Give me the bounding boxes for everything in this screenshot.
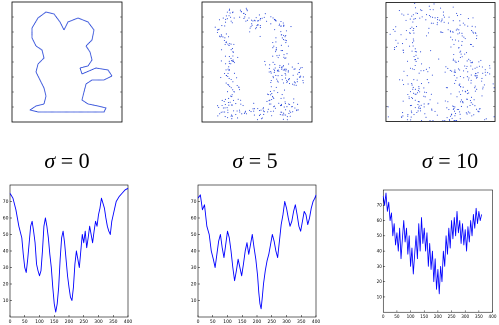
signature-chart-sigma0: 0 50 100 150 200 250 300 350 400 10 20 30 40 50 60 70	[3, 184, 133, 325]
x-tick-label: 350	[297, 319, 306, 325]
contour-frame	[201, 1, 313, 123]
x-tick-label: 200	[253, 319, 262, 325]
contour-plot-sigma5	[201, 1, 313, 123]
x-tick-label: 200	[65, 319, 74, 325]
sigma-label-5: σ = 5	[232, 148, 278, 173]
x-tick-label: 100	[35, 319, 44, 325]
y-tick-label: 70	[377, 203, 383, 208]
x-tick-label: 250	[79, 319, 88, 325]
contour-plot-sigma0	[11, 1, 123, 123]
y-tick-label: 40	[3, 249, 9, 255]
plot-frame	[197, 184, 317, 318]
x-tick-label: 300	[282, 319, 291, 325]
x-tick-label: 100	[407, 314, 415, 319]
y-tick-label: 60	[3, 216, 9, 222]
y-tick-label: 70	[191, 199, 197, 205]
y-tick-label: 40	[377, 249, 383, 254]
x-tick-label: 150	[238, 319, 247, 325]
contour-plot-sigma10	[385, 2, 496, 122]
x-tick-label: 0	[382, 314, 385, 319]
y-tick-label: 10	[191, 298, 197, 304]
y-tick-label: 50	[3, 232, 9, 238]
x-tick-label: 300	[94, 319, 103, 325]
x-tick-label: 250	[267, 319, 276, 325]
y-tick-label: 40	[191, 249, 197, 255]
x-tick-label: 0	[9, 319, 12, 325]
y-tick-label: 60	[377, 218, 383, 223]
y-tick-label: 50	[191, 232, 197, 238]
x-tick-label: 400	[489, 314, 497, 319]
contour-frame	[11, 1, 123, 123]
x-tick-label: 350	[475, 314, 483, 319]
plot-frame	[9, 184, 129, 318]
x-tick-label: 350	[109, 319, 118, 325]
signature-chart-sigma10: 0 50 100 150 200 250 300 350 400 10 20 30 40 50 60 70	[377, 189, 497, 319]
x-tick-label: 150	[50, 319, 59, 325]
x-tick-label: 0	[197, 319, 200, 325]
series-line-0	[9, 187, 129, 313]
y-tick-label: 20	[191, 282, 197, 288]
y-tick-label: 10	[377, 294, 383, 299]
x-tick-label: 100	[223, 319, 232, 325]
signature-chart-sigma5: 0 50 100 150 200 250 300 350 400 10 20 30 40 50 60 70	[191, 184, 321, 325]
x-tick-label: 50	[394, 314, 400, 319]
y-tick-label: 20	[3, 282, 9, 288]
contour-frame	[385, 2, 496, 122]
x-tick-label: 200	[434, 314, 442, 319]
y-tick-label: 20	[377, 279, 383, 284]
y-tick-label: 60	[191, 216, 197, 222]
y-tick-label: 30	[191, 265, 197, 271]
y-tick-label: 10	[3, 298, 9, 304]
y-tick-label: 50	[377, 233, 383, 238]
x-tick-label: 300	[461, 314, 469, 319]
sigma-label-10: σ = 10	[421, 148, 479, 173]
x-tick-label: 50	[22, 319, 28, 325]
x-tick-label: 400	[312, 319, 321, 325]
sigma-label-0: σ = 0	[44, 148, 90, 173]
x-tick-label: 50	[210, 319, 216, 325]
series-line-0	[197, 194, 317, 310]
x-tick-label: 400	[124, 319, 133, 325]
y-tick-label: 30	[3, 265, 9, 271]
x-tick-label: 250	[448, 314, 456, 319]
x-tick-label: 150	[420, 314, 428, 319]
y-tick-label: 70	[3, 199, 9, 205]
y-tick-label: 30	[377, 264, 383, 269]
series-line-0	[382, 192, 482, 295]
